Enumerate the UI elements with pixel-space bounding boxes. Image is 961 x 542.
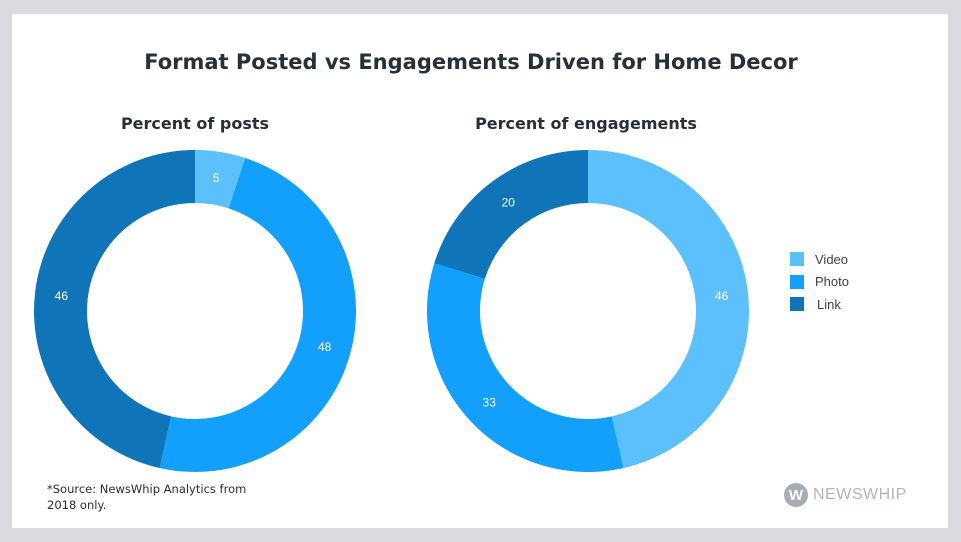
logo-text: NEWSWHIP [813,486,907,503]
legend-swatch [790,252,804,267]
logo-mark-icon: W [784,483,808,507]
data-label: 46 [715,289,729,303]
slice-link[interactable] [434,150,588,279]
data-label: 5 [213,171,220,185]
source-note: *Source: NewsWhip Analytics from 2018 on… [47,482,247,512]
legend-swatch [790,297,804,312]
legend-item-photo[interactable]: Photo [790,271,849,294]
legend-swatch [790,274,804,289]
data-label: 20 [502,196,516,210]
data-label: 33 [483,395,497,409]
chart-title: Format Posted vs Engagements Driven for … [144,50,798,74]
engagements-subtitle: Percent of engagements [475,114,697,133]
legend-item-link[interactable]: Link [790,293,849,316]
data-label: 48 [318,340,332,354]
data-label: 46 [55,289,69,303]
slice-link[interactable] [34,150,195,469]
legend: Video Photo Link [790,248,849,316]
newswhip-logo: W NEWSWHIP [784,483,907,507]
slice-video[interactable] [195,150,246,209]
legend-item-video[interactable]: Video [790,248,849,271]
slice-video[interactable] [588,150,749,469]
slice-photo[interactable] [426,263,624,472]
slice-photo[interactable] [159,158,357,473]
posts-subtitle: Percent of posts [120,114,270,133]
